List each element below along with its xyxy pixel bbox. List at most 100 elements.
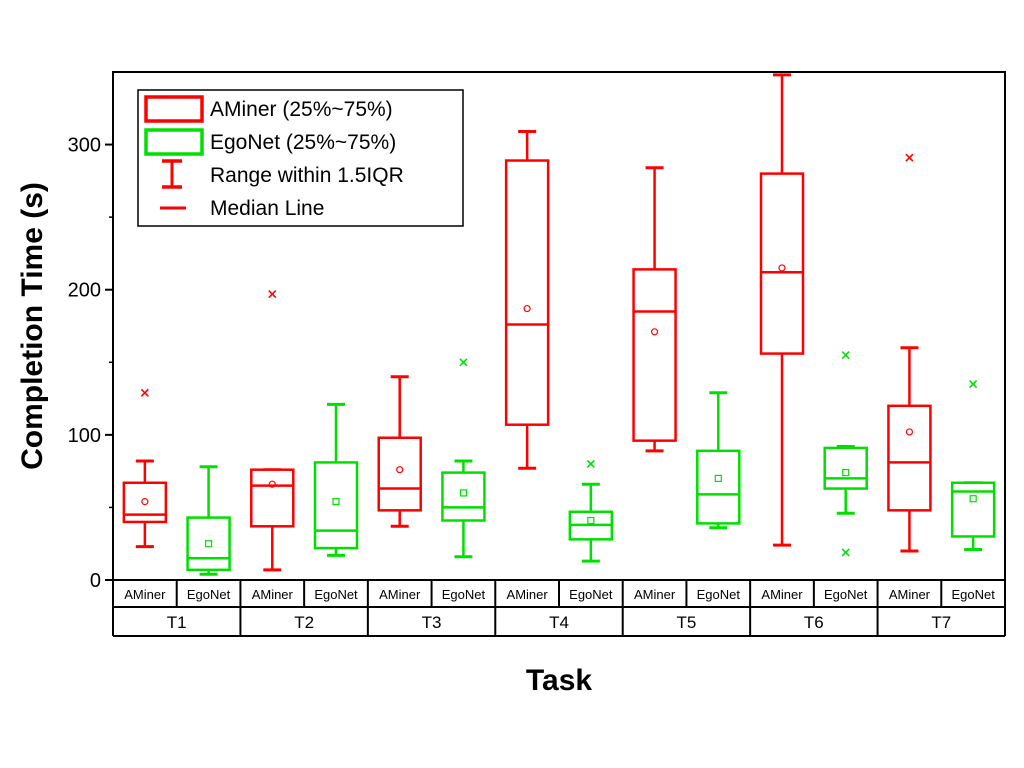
outlier-marker	[586, 459, 595, 468]
series-category-label: AMiner	[634, 587, 676, 602]
outlier-marker	[140, 388, 149, 397]
legend-entry: AMiner (25%~75%)	[144, 95, 393, 123]
box-aminer-t2	[250, 290, 295, 572]
y-axis-title: Completion Time (s)	[16, 182, 49, 470]
legend-label: EgoNet (25%~75%)	[210, 131, 396, 154]
series-egonet	[186, 350, 996, 576]
mean-marker	[650, 328, 659, 336]
box-egonet-t1	[186, 465, 231, 576]
box-aminer-t1	[122, 388, 168, 549]
mean-marker	[268, 480, 276, 488]
box-egonet-t3	[441, 358, 486, 559]
series-category-label: AMiner	[761, 587, 803, 602]
legend-label: Range within 1.5IQR	[210, 164, 404, 187]
x-axis-title: Task	[526, 664, 592, 697]
iqr-box	[823, 446, 868, 490]
task-group-label: T1	[167, 613, 187, 632]
outlier-marker	[905, 153, 914, 162]
mean-marker	[905, 428, 914, 436]
y-tick-label: 300	[68, 135, 101, 157]
box-aminer-t7	[887, 153, 932, 553]
mean-marker	[969, 495, 977, 503]
mean-marker	[778, 264, 786, 272]
legend-label: Median Line	[210, 197, 324, 220]
task-group-label: T5	[677, 613, 697, 632]
mean-marker	[332, 498, 340, 506]
plot-frame	[112, 71, 1006, 581]
iqr-box	[377, 436, 422, 512]
mean-marker	[523, 304, 531, 313]
box-egonet-t5	[696, 391, 741, 530]
outlier-stroke	[969, 379, 978, 389]
box-egonet-t6	[823, 350, 868, 557]
series-category-label: EgoNet	[442, 587, 486, 602]
iqr-box	[122, 481, 168, 524]
legend-label: AMiner (25%~75%)	[210, 98, 393, 121]
mean-marker	[714, 474, 722, 482]
task-group-label: T4	[549, 613, 569, 632]
series-category-label: AMiner	[379, 587, 421, 602]
box-aminer-t5	[632, 166, 677, 453]
series-category-label: AMiner	[252, 587, 294, 602]
task-group-label: T7	[931, 613, 951, 632]
mean-marker	[396, 466, 404, 474]
y-tick-label: 200	[68, 280, 101, 302]
mean-marker	[842, 468, 850, 477]
iqr-box	[186, 516, 231, 572]
box-aminer-t3	[377, 375, 422, 528]
box-egonet-t2	[313, 402, 359, 557]
series-category-label: EgoNet	[951, 587, 995, 602]
y-tick-label: 0	[90, 570, 101, 592]
series-category-label: AMiner	[889, 587, 931, 602]
mean-marker	[459, 489, 468, 497]
legend-entry: Median Line	[160, 197, 324, 220]
legend-box-swatch	[144, 128, 204, 156]
series-category-label: AMiner	[124, 587, 166, 602]
box-aminer-t6	[759, 73, 805, 547]
series-category-label: EgoNet	[569, 587, 613, 602]
box-plot-series	[122, 73, 996, 576]
task-group-label: T3	[422, 613, 442, 632]
iqr-box	[759, 172, 805, 355]
legend-entry: EgoNet (25%~75%)	[144, 128, 396, 156]
iqr-box	[441, 471, 486, 522]
iqr-box	[504, 159, 550, 426]
outlier-marker	[841, 548, 850, 557]
series-category-label: EgoNet	[697, 587, 741, 602]
outlier-stroke	[841, 350, 850, 360]
outlier-stroke	[905, 153, 914, 162]
legend-box-swatch	[144, 95, 204, 123]
legend-entry: Range within 1.5IQR	[162, 159, 404, 189]
iqr-box	[313, 461, 359, 550]
outlier-marker	[841, 350, 850, 360]
outlier-stroke	[268, 290, 277, 299]
box-aminer-t4	[504, 130, 550, 470]
mean-marker	[204, 540, 213, 548]
series-category-label: EgoNet	[824, 587, 868, 602]
series-category-label: AMiner	[507, 587, 549, 602]
outlier-marker	[969, 379, 978, 389]
outlier-stroke	[841, 548, 850, 557]
outlier-marker	[459, 358, 468, 367]
series-category-label: EgoNet	[187, 587, 231, 602]
legend: AMiner (25%~75%) EgoNet (25%~75%) Range wi…	[137, 89, 464, 227]
y-tick-label: 100	[68, 425, 101, 447]
mean-marker	[587, 516, 595, 525]
iqr-box	[632, 268, 677, 442]
outlier-stroke	[140, 388, 149, 397]
task-group-label: T6	[804, 613, 824, 632]
mean-marker	[141, 498, 149, 506]
iqr-box	[887, 404, 932, 512]
series-category-label: EgoNet	[314, 587, 358, 602]
outlier-stroke	[459, 358, 468, 367]
box-egonet-t4	[568, 459, 614, 563]
outlier-marker	[268, 290, 277, 299]
outlier-stroke	[586, 459, 595, 468]
iqr-box	[250, 468, 295, 528]
y-axis-ticks: 0 100 200 300	[68, 135, 113, 592]
series-aminer	[122, 73, 932, 572]
box-egonet-t7	[950, 379, 996, 552]
iqr-box	[696, 449, 741, 525]
